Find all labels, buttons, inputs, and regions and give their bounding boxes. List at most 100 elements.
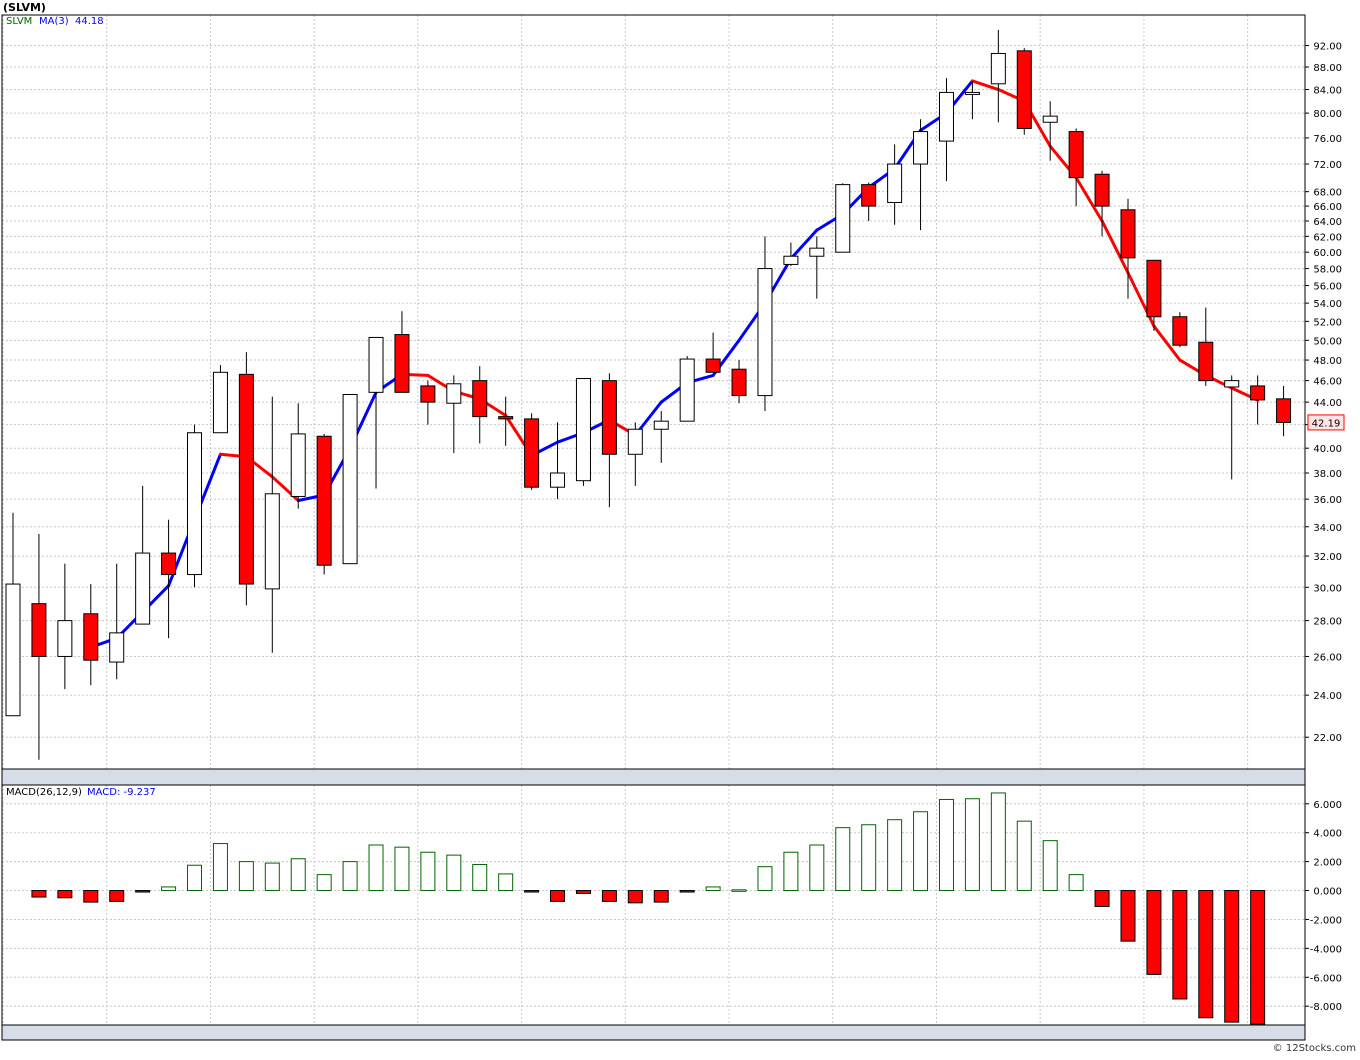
price-tick-label: 24.00 [1313, 691, 1342, 702]
macd-bar-positive [394, 846, 410, 892]
candle-body-down [1172, 316, 1188, 346]
price-tick-label: 64.00 [1313, 217, 1342, 228]
price-tick-label: 84.00 [1313, 86, 1342, 97]
macd-bar-negative [601, 890, 617, 902]
macd-bar-positive [887, 819, 903, 892]
price-tick-label: 48.00 [1313, 356, 1342, 367]
candle [653, 410, 669, 463]
price-tick-label: 66.00 [1313, 202, 1342, 213]
price-tick-label: 80.00 [1313, 109, 1342, 120]
macd-bar-positive [212, 843, 228, 892]
candle-body-down [420, 385, 436, 403]
price-tick-label: 34.00 [1313, 523, 1342, 534]
macd-tick-label: 2.000 [1313, 858, 1342, 869]
price-tick-label: 56.00 [1313, 282, 1342, 293]
candle-body-up [368, 336, 384, 393]
candle [1250, 375, 1266, 425]
candle [601, 373, 617, 508]
macd-bar-negative [575, 890, 591, 894]
candle-body-down [1146, 259, 1162, 318]
candle [705, 332, 721, 373]
watermark-text: © 12Stocks.com [1273, 1043, 1356, 1054]
price-tick-label: 50.00 [1313, 336, 1342, 347]
candle-body-down [1094, 173, 1110, 207]
candle [135, 485, 151, 625]
candle [524, 413, 540, 490]
candle-body-up [1224, 380, 1240, 388]
macd-histogram [31, 792, 1266, 1025]
price-tick-label: 44.00 [1313, 398, 1342, 409]
ma-segment [1100, 219, 1130, 275]
macd-legend-label: MACD(26,12,9) [6, 787, 82, 798]
candle [1198, 307, 1214, 386]
macd-bar-positive [342, 861, 358, 892]
candle-body-up [679, 358, 695, 422]
candle [913, 119, 929, 231]
candle-body-up [290, 433, 306, 497]
candle [964, 80, 980, 120]
macd-bar-positive [264, 862, 280, 892]
candle [1094, 170, 1110, 237]
candle-body-down [316, 435, 332, 566]
candle-body-down [31, 603, 47, 657]
price-tick-label: 72.00 [1313, 160, 1342, 171]
candle-body-up [809, 247, 825, 257]
candle-body-up [835, 184, 851, 253]
macd-bar-positive [835, 827, 851, 892]
macd-bar-positive [809, 844, 825, 892]
candle [394, 311, 410, 393]
candle-body-down [238, 373, 254, 585]
macd-bar-negative [524, 890, 540, 893]
candle-body-down [524, 418, 540, 488]
ma-segment [1152, 324, 1182, 362]
candle-body-up [757, 268, 773, 397]
macd-bar-negative [653, 890, 669, 903]
macd-bar-positive [731, 889, 747, 892]
candle-body-down [601, 380, 617, 455]
candle [264, 396, 280, 653]
macd-bar-negative [1172, 890, 1188, 1000]
candle-body-up [913, 131, 929, 165]
candle [368, 336, 384, 489]
price-tick-label: 54.00 [1313, 299, 1342, 310]
candle [887, 144, 903, 225]
candle-body-down [1198, 341, 1214, 382]
macd-bar-negative [57, 890, 73, 899]
candlestick-series [5, 30, 1292, 760]
macd-bar-positive [1042, 840, 1058, 892]
macd-bar-positive [290, 858, 306, 892]
candle [109, 563, 125, 680]
candle-body-down [498, 416, 514, 420]
last-price-tag: 42.19 [1307, 414, 1345, 431]
candle [446, 375, 462, 454]
window-title: (SLVM) [3, 1, 46, 14]
candle-body-up [109, 632, 125, 663]
macd-y-axis: 6.000 4.000 2.000 0.000 -2.000 -4.000 -6.000 -8… [1305, 800, 1342, 1013]
macd-bar-positive [446, 854, 462, 892]
candle-body-up [964, 91, 980, 95]
macd-bar-negative [627, 890, 643, 904]
candle-body-down [83, 613, 99, 661]
macd-bar-negative [1120, 890, 1136, 942]
price-tick-label: 76.00 [1313, 134, 1342, 145]
candle-body-down [472, 380, 488, 418]
macd-bar-positive [420, 851, 436, 892]
macd-tick-label: -6.000 [1310, 973, 1342, 984]
candle-body-up [342, 393, 358, 565]
candle [57, 563, 73, 690]
ma-segment [970, 79, 1000, 92]
candle-body-up [1042, 115, 1058, 123]
price-tick-label: 92.00 [1313, 42, 1342, 53]
candle-body-down [1068, 131, 1084, 179]
candle [1146, 259, 1162, 331]
candle [212, 365, 228, 434]
candle-body-down [1276, 398, 1292, 423]
legend-ticker: SLVM [6, 16, 32, 27]
candle [1172, 312, 1188, 348]
price-tick-label: 40.00 [1313, 444, 1342, 455]
candle [238, 352, 254, 606]
candle [809, 236, 825, 299]
macd-tick-label: -2.000 [1310, 915, 1342, 926]
candle-body-up [212, 371, 228, 434]
candle-body-up [990, 52, 1006, 85]
